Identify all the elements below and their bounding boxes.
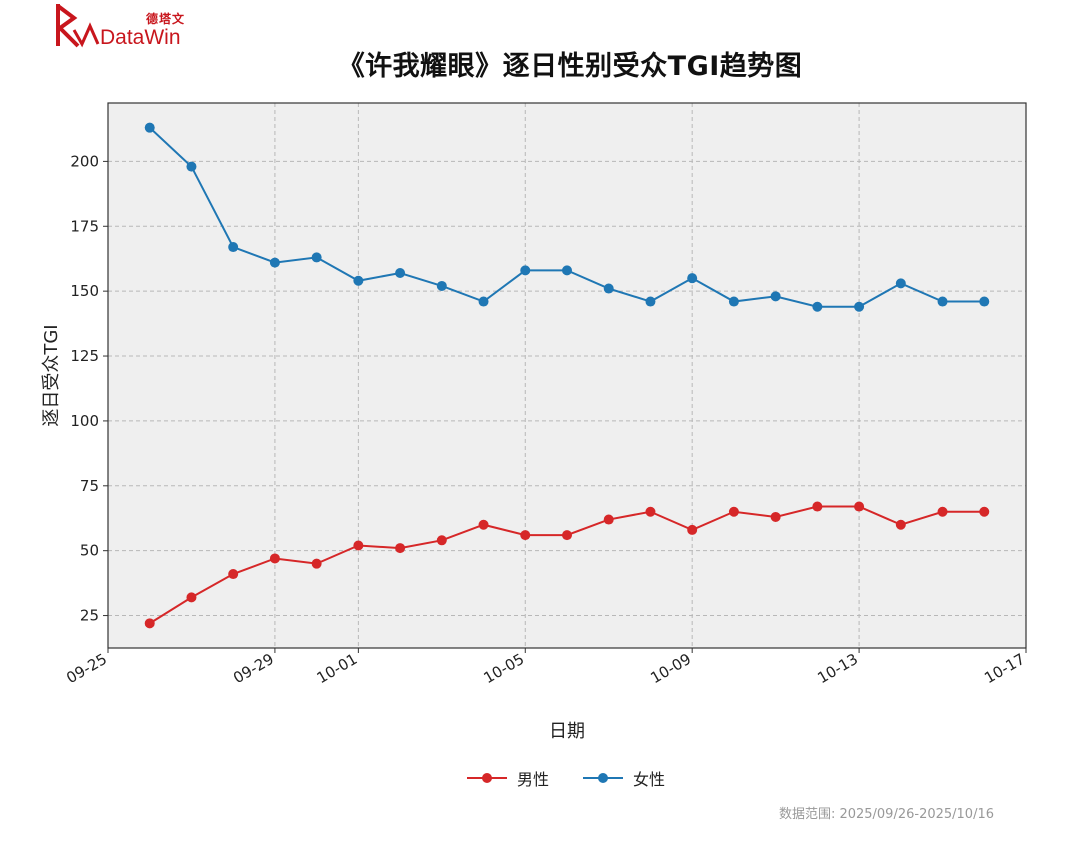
data-point-female (603, 283, 614, 294)
data-point-male (562, 530, 572, 541)
data-point-female (728, 296, 739, 307)
data-point-female (395, 267, 406, 278)
data-point-male (812, 501, 823, 512)
data-point-female (186, 161, 197, 172)
data-point-male (937, 506, 948, 517)
x-tick-label: 10-09 (647, 650, 694, 687)
x-tick-label: 10-01 (314, 650, 361, 687)
data-point-male (186, 592, 197, 603)
data-point-female (854, 301, 865, 312)
data-point-female (228, 242, 239, 253)
data-point-male (144, 618, 155, 629)
data-point-female (770, 291, 781, 302)
data-point-female (979, 296, 990, 307)
data-point-female (269, 257, 280, 268)
y-tick-label: 50 (80, 542, 99, 560)
data-point-male (395, 543, 406, 554)
x-tick-label: 10-05 (481, 650, 528, 687)
data-point-female (311, 252, 322, 263)
brand-name-en: DataWin (100, 26, 181, 49)
data-point-female (436, 280, 447, 291)
legend-swatch-female (583, 771, 623, 785)
data-point-male (353, 540, 364, 551)
x-tick-label: 10-17 (981, 650, 1028, 687)
data-point-female (478, 296, 489, 307)
datawin-logo-icon (56, 4, 100, 48)
x-tick-label: 09-25 (63, 650, 110, 687)
data-point-male (228, 569, 239, 580)
data-point-male (311, 558, 322, 569)
y-tick-label: 200 (70, 152, 99, 170)
data-point-male (687, 524, 698, 535)
data-point-male (895, 519, 906, 530)
y-tick-label: 125 (70, 347, 99, 365)
brand-logo: 德塔文 DataWin (52, 0, 192, 56)
y-tick-label: 100 (70, 412, 99, 430)
data-point-male (645, 506, 656, 517)
data-point-male (854, 501, 865, 512)
data-point-female (520, 265, 531, 276)
data-point-female (645, 296, 656, 307)
data-point-male (436, 535, 447, 546)
data-point-female (144, 122, 155, 133)
data-point-male (603, 514, 614, 525)
legend-swatch-male (466, 771, 507, 785)
y-tick-label: 75 (80, 477, 99, 495)
y-tick-label: 25 (80, 607, 99, 625)
chart-title: 《许我耀眼》逐日性别受众TGI趋势图 (337, 51, 803, 82)
brand-name-cn: 德塔文 (146, 12, 186, 26)
data-point-male (770, 511, 781, 522)
plot-frame (107, 102, 1027, 649)
legend-label-male: 男性 (516, 770, 549, 789)
data-point-female (937, 296, 948, 307)
plot-area (108, 103, 1026, 648)
y-axis-label: 逐日受众TGI (41, 324, 62, 426)
data-point-female (562, 265, 572, 276)
legend-item-female: 女性 (583, 766, 665, 790)
x-axis-label: 日期 (549, 721, 585, 742)
y-tick-label: 150 (70, 282, 99, 300)
x-tick-label: 09-29 (230, 650, 277, 687)
data-point-male (269, 553, 280, 564)
data-point-male (728, 506, 739, 517)
data-point-female (812, 301, 823, 312)
data-point-female (895, 278, 906, 289)
data-point-female (353, 275, 364, 286)
chart-legend: 男性 女性 (0, 766, 1080, 790)
data-point-male (478, 519, 489, 530)
x-tick-label: 10-13 (814, 650, 861, 687)
legend-item-male: 男性 (466, 766, 549, 790)
data-point-female (687, 273, 698, 284)
data-point-male (520, 530, 531, 541)
y-tick-label: 175 (70, 217, 99, 235)
legend-label-female: 女性 (633, 770, 666, 789)
data-point-male (979, 506, 990, 517)
data-range-note: 数据范围: 2025/09/26-2025/10/16 (778, 807, 994, 822)
